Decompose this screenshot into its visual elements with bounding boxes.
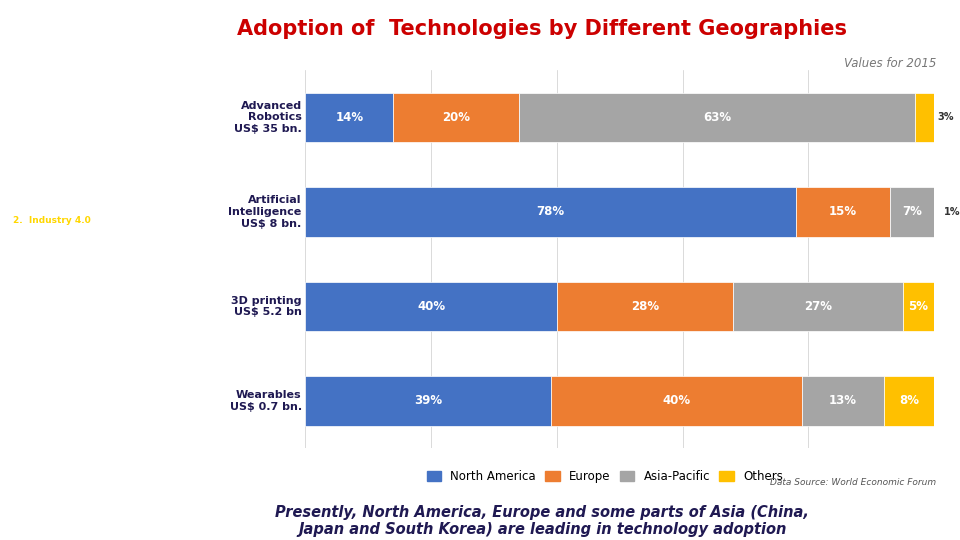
Text: 20%: 20%	[443, 111, 470, 124]
Text: 3.  Impact of
    Industry 4.0 to
    Global TGI: 3. Impact of Industry 4.0 to Global TGI	[12, 292, 90, 321]
Bar	[796, 187, 890, 237]
Text: 15%: 15%	[828, 205, 857, 219]
Legend: North America, Europe, Asia-Pacific, Others: North America, Europe, Asia-Pacific, Oth…	[422, 465, 787, 488]
Text: 2.  Industry 4.0: 2. Industry 4.0	[12, 216, 90, 225]
Bar	[550, 376, 802, 426]
Text: 8%: 8%	[899, 394, 919, 408]
Bar	[305, 93, 394, 142]
Text: 40%: 40%	[417, 300, 445, 313]
Bar	[519, 93, 915, 142]
Text: 27%: 27%	[804, 300, 831, 313]
Text: Artificial
Intelligence
US$ 8 bn.: Artificial Intelligence US$ 8 bn.	[228, 195, 301, 228]
Text: 39%: 39%	[414, 394, 442, 408]
Text: Presently, North America, Europe and some parts of Asia (China,
Japan and South : Presently, North America, Europe and som…	[276, 505, 809, 537]
Text: 78%: 78%	[537, 205, 564, 219]
Bar	[915, 93, 934, 142]
Text: 7%: 7%	[902, 205, 922, 219]
Bar	[732, 282, 902, 331]
Text: 3%: 3%	[937, 112, 953, 123]
Bar	[934, 187, 941, 237]
Bar	[305, 282, 557, 331]
Text: 5.  Proposed
    solutions: 5. Proposed solutions	[12, 459, 69, 478]
Bar	[305, 187, 796, 237]
Bar	[902, 282, 934, 331]
Text: 28%: 28%	[631, 300, 659, 313]
Text: Wearables
US$ 0.7 bn.: Wearables US$ 0.7 bn.	[229, 390, 301, 411]
Text: 13%: 13%	[828, 394, 857, 408]
Text: 63%: 63%	[703, 111, 732, 124]
Bar	[394, 93, 519, 142]
Text: Adoption of  Technologies by Different Geographies: Adoption of Technologies by Different Ge…	[237, 19, 848, 39]
Text: 40%: 40%	[662, 394, 690, 408]
Bar	[305, 376, 550, 426]
Text: Data Source: World Economic Forum: Data Source: World Economic Forum	[770, 478, 936, 487]
Bar	[802, 376, 884, 426]
Text: 5%: 5%	[908, 300, 928, 313]
Text: 3D printing
US$ 5.2 bn: 3D printing US$ 5.2 bn	[231, 295, 301, 317]
Text: 1%: 1%	[944, 207, 960, 217]
Text: Advanced
Robotics
US$ 35 bn.: Advanced Robotics US$ 35 bn.	[234, 101, 301, 134]
Bar	[884, 376, 934, 426]
Text: 1.  Global and
    Vietnamese TGI: 1. Global and Vietnamese TGI	[12, 146, 96, 165]
Bar	[890, 187, 934, 237]
Text: 14%: 14%	[335, 111, 363, 124]
Text: Values for 2015: Values for 2015	[844, 57, 936, 70]
Bar	[557, 282, 732, 331]
Text: 4.  Challenges of
    Industry 4.0 to
    Vietnam TGI: 4. Challenges of Industry 4.0 to Vietnam…	[12, 378, 90, 408]
